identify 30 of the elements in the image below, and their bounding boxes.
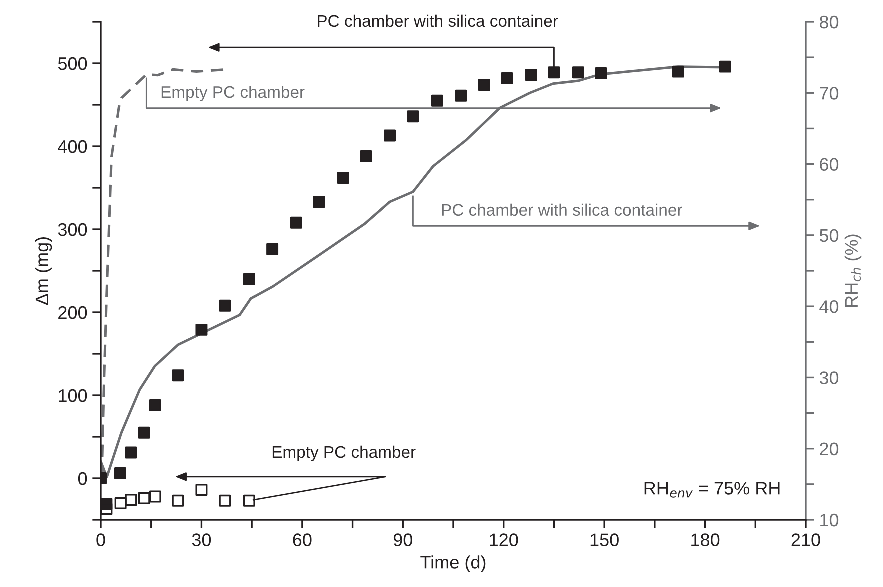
- y-tick-label: 300: [58, 223, 88, 236]
- x-tick-label: 210: [792, 534, 820, 546]
- y-tick-label: 0: [78, 472, 88, 486]
- y2-tick-label: 30: [820, 372, 839, 384]
- y-tick-label: 200: [58, 306, 88, 320]
- y2-tick-label: 70: [820, 87, 839, 100]
- y-tick-label: 100: [59, 389, 88, 402]
- x-tick-label: 120: [490, 534, 518, 546]
- y-tick-label: 400: [58, 140, 88, 154]
- annotation: Empty PC chamber: [162, 86, 305, 102]
- y-axis-title: Δm (mg): [35, 238, 52, 306]
- y2-axis-title: RH$_{ch}$ (%): [844, 234, 862, 307]
- x-tick-label: 150: [590, 534, 619, 546]
- y2-tick-label: 50: [820, 229, 839, 242]
- y2-tick-label: 40: [820, 300, 839, 314]
- y2-tick-label: 60: [820, 158, 839, 172]
- x-tick-label: 30: [192, 534, 212, 546]
- y2-tick-label: 10: [820, 514, 839, 527]
- y-tick-label: 500: [58, 57, 88, 70]
- y2-tick-label: 80: [820, 16, 839, 29]
- annotation: RH$_{env}$ = 75% RH: [644, 482, 780, 498]
- annotation: PC chamber with silica container: [442, 204, 682, 216]
- x-tick-label: 180: [692, 534, 720, 546]
- x-tick-label: 0: [96, 534, 106, 546]
- annotation: PC chamber with silica container: [318, 14, 558, 28]
- x-axis-title: Time (d): [420, 556, 486, 572]
- x-tick-label: 60: [293, 534, 312, 546]
- annotation: Empty PC chamber: [272, 446, 416, 462]
- x-tick-label: 90: [394, 534, 412, 546]
- y2-tick-label: 20: [820, 442, 839, 456]
